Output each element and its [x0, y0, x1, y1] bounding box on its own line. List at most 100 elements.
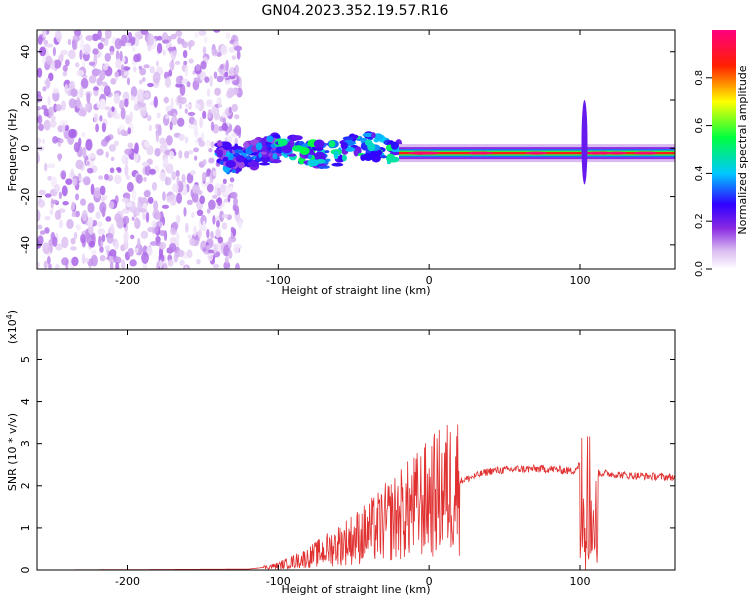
noise-blob [101, 196, 106, 202]
noise-blob [221, 213, 229, 219]
noise-blob [68, 49, 76, 60]
noise-blob [37, 151, 40, 163]
noise-blob [55, 30, 62, 43]
noise-blob [144, 140, 150, 149]
noise-blob [173, 252, 179, 263]
spectrogram-frame [36, 29, 676, 270]
noise-blob [129, 111, 133, 123]
noise-blob [134, 217, 139, 226]
noise-blob [96, 100, 102, 109]
y-tick-label: 5 [19, 356, 32, 363]
noise-blob [175, 232, 180, 243]
noise-blob [191, 212, 195, 219]
noise-blob [70, 88, 78, 97]
noise-blob [115, 58, 122, 69]
noise-blob [37, 114, 43, 125]
noise-blob [186, 199, 193, 206]
noise-blob [162, 49, 166, 56]
noise-blob [55, 263, 60, 269]
noise-blob [85, 35, 94, 41]
noise-blob [48, 106, 55, 117]
burst-blob [261, 138, 266, 147]
noise-blob [114, 174, 122, 185]
noise-blob [65, 178, 73, 185]
snr-plot [37, 424, 675, 570]
noise-blob [229, 66, 235, 77]
noise-blob [47, 175, 53, 181]
burst-blob [307, 154, 313, 159]
noise-blob [113, 92, 120, 104]
noise-blob [184, 136, 189, 144]
noise-blob [72, 177, 78, 187]
burst-blob [277, 138, 288, 147]
burst-blob [333, 150, 339, 160]
y-tick-label: -20 [19, 188, 32, 206]
noise-blob [37, 137, 42, 144]
burst-blob [233, 149, 244, 154]
noise-blob [230, 88, 239, 95]
noise-blob [139, 105, 148, 118]
x-tick-label: 100 [569, 575, 590, 588]
noise-blob [176, 176, 180, 185]
noise-blob [196, 258, 201, 265]
noise-blob [82, 43, 91, 55]
noise-blob [177, 117, 185, 127]
noise-blob [55, 243, 63, 251]
noise-blob [189, 170, 196, 176]
noise-blob [71, 201, 76, 211]
burst-blob [222, 141, 232, 151]
noise-blob [114, 241, 120, 250]
noise-blob [169, 60, 175, 70]
noise-blob [161, 204, 170, 209]
noise-blob [127, 127, 132, 135]
noise-blob [123, 71, 130, 77]
noise-blob [235, 262, 240, 269]
noise-blob [210, 121, 215, 132]
noise-blob [58, 138, 64, 144]
noise-blob [54, 210, 62, 221]
noise-blob [99, 70, 106, 81]
x-tick-label: 0 [426, 575, 433, 588]
noise-blob [216, 196, 223, 206]
burst-blob [216, 140, 223, 147]
colorbar: 0.0 0.2 0.4 0.6 0.8 Normalized spectral ampl… [694, 30, 749, 277]
noise-blob [194, 103, 201, 109]
noise-blob [80, 198, 87, 206]
noise-blob [126, 181, 134, 193]
noise-blob [209, 75, 213, 88]
noise-blob [38, 123, 44, 132]
noise-blob [89, 240, 96, 248]
colorbar-tick-label: 0.8 [694, 70, 705, 86]
noise-blob [192, 184, 200, 195]
burst-blob [345, 147, 356, 152]
noise-blob [139, 102, 146, 108]
noise-blob [45, 43, 54, 48]
band-hotspot [633, 151, 653, 155]
noise-blob [138, 79, 143, 85]
noise-blob [117, 167, 122, 173]
noise-blob [194, 155, 198, 161]
burst-blob [390, 141, 399, 150]
colorbar-tick-label: 0.4 [694, 165, 705, 181]
noise-blob [233, 243, 240, 254]
noise-blob [149, 241, 158, 246]
burst-blob [299, 146, 310, 156]
noise-blob [136, 237, 141, 250]
noise-blob [47, 96, 51, 106]
noise-blob [61, 185, 68, 197]
noise-blob [43, 39, 49, 45]
noise-blob [168, 242, 177, 253]
noise-blob [147, 226, 155, 233]
noise-blob [126, 201, 132, 208]
snr-frame [36, 329, 676, 571]
noise-blob [124, 98, 129, 108]
noise-blob [64, 83, 69, 94]
noise-blob [53, 59, 62, 69]
burst-blob [291, 135, 303, 141]
noise-blob [62, 71, 67, 77]
noise-blob [184, 108, 189, 114]
burst-blob [307, 159, 320, 167]
y-tick-label: 40 [19, 45, 32, 59]
